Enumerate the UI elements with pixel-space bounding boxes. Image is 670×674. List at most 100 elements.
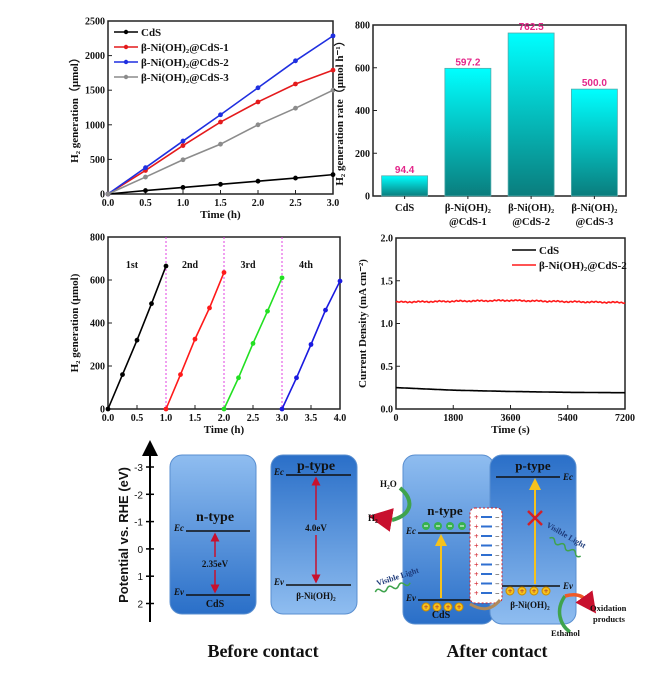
positive-charge: +	[474, 542, 479, 551]
y-axis-label: H₂ generation（μmol）	[68, 52, 81, 163]
cycle-3rd-point	[236, 375, 241, 381]
n-type-label-after: n-type	[427, 503, 463, 518]
legend-label: CdS	[539, 245, 559, 257]
y-axis-label: H₂ generation (μmol)	[69, 273, 81, 372]
series-ni-oh-cds-2-point	[218, 112, 223, 118]
oxidation-products-line1: Oxidation	[590, 603, 627, 613]
series-ni-oh-cds-2-point	[143, 165, 148, 171]
category-label: β-Ni(OH)₂	[445, 203, 491, 214]
category-label: @CdS-2	[512, 217, 550, 228]
legend-marker	[123, 74, 129, 80]
y-axis-label: H₂ generation rate（μmol h⁻¹）	[333, 35, 346, 185]
ethanol-label: Ethanol	[551, 628, 580, 638]
x-tick-label: 0.0	[102, 413, 115, 424]
svg-text:+: +	[457, 603, 462, 612]
potential-axis-label: Potential vs. RHE (eV)	[116, 467, 131, 603]
bar-value-label: 500.0	[582, 78, 607, 89]
cycle-4th-point	[308, 342, 314, 347]
y-tick-label: 0.0	[381, 405, 394, 416]
legend-label: β-Ni(OH)₂@CdS-2	[539, 260, 627, 272]
y-tick-label: 800	[355, 21, 370, 32]
x-tick-label: 1.0	[160, 413, 173, 424]
svg-text:+: +	[532, 587, 537, 596]
positive-charge: +	[474, 523, 479, 532]
cycle-3rd-point	[221, 406, 227, 412]
svg-text:+: +	[446, 603, 451, 612]
legend-label: CdS	[141, 27, 161, 39]
y-tick-label: 0	[100, 190, 105, 201]
x-axis-label: Time (s)	[491, 424, 530, 436]
series-ni-oh-cds-3-point	[180, 157, 186, 163]
legend-marker	[123, 44, 129, 50]
series-ni-oh-cds-1-point	[255, 99, 261, 105]
h2o-reduction-arrow	[391, 486, 412, 522]
hole-icon	[505, 586, 515, 596]
bar-ni-oh-cds-1	[444, 67, 492, 197]
series-ni-oh-cds-1-point	[330, 67, 336, 73]
potential-tick-label: -2	[134, 490, 143, 501]
potential-tick-label: 1	[137, 572, 143, 583]
svg-text:+: +	[544, 587, 549, 596]
positive-charge: +	[474, 580, 479, 589]
after-cds-ec-label: Ec	[405, 526, 416, 536]
legend-label: β-Ni(OH)₂@CdS-1	[141, 42, 229, 54]
potential-tick-label: -1	[134, 518, 143, 529]
category-label: @CdS-1	[449, 217, 487, 228]
category-label: CdS	[395, 203, 414, 214]
bar-ni-oh-cds-3	[570, 88, 618, 197]
series-cds-point	[143, 188, 148, 193]
x-tick-label: 3600	[501, 413, 521, 424]
series-ni-oh-cds-1-point	[293, 81, 298, 87]
series-ni-oh-cds-3-point	[218, 141, 223, 147]
negative-charge: −	[495, 561, 500, 570]
x-tick-label: 3.5	[305, 413, 318, 424]
y-tick-label: 400	[355, 106, 370, 117]
series-ni-oh-cds-2-point	[180, 138, 186, 144]
cycle-4th-point	[323, 307, 328, 313]
y-tick-label: 1000	[85, 120, 105, 131]
series-cds-point	[330, 172, 336, 178]
series-ni-oh-cds-3-point	[330, 87, 336, 93]
x-tick-label: 2.5	[289, 198, 302, 209]
series-ni-oh-cds-2-line	[395, 298, 626, 305]
x-tick-label: 2.5	[247, 413, 260, 424]
legend-marker	[123, 59, 129, 65]
negative-charge: −	[495, 570, 500, 579]
series-ni-oh-cds-1-line	[107, 69, 334, 195]
series-ni-oh-cds-3-point	[255, 122, 261, 128]
series-ni-oh-cds-2-point	[330, 33, 336, 39]
negative-charge: −	[495, 589, 500, 598]
after-ni-label: β-Ni(OH)₂	[510, 600, 550, 610]
y-tick-label: 0	[100, 405, 105, 416]
cds-label: CdS	[206, 599, 225, 610]
visible-light-wave-right	[549, 536, 581, 558]
bar-value-label: 762.5	[519, 22, 544, 33]
positive-charge: +	[474, 532, 479, 541]
svg-text:+: +	[520, 587, 525, 596]
oxidation-products-line2: products	[593, 614, 626, 624]
cycle-1st-point	[120, 372, 125, 377]
cycle-2nd-point	[178, 372, 183, 377]
series-ni-oh-cds-1-point	[218, 119, 223, 125]
x-tick-label: 5400	[558, 413, 578, 424]
potential-tick-label: 2	[137, 600, 143, 611]
cycle-2nd-point	[207, 305, 212, 311]
x-tick-label: 0.5	[131, 413, 144, 424]
cds-ev-label: Ev	[173, 587, 185, 597]
bar-ni-oh-cds-2	[507, 32, 555, 197]
y-tick-label: 0	[365, 192, 370, 203]
negative-charge: −	[495, 532, 500, 541]
negative-charge: −	[495, 580, 500, 589]
legend-label: β-Ni(OH)₂@CdS-2	[141, 57, 229, 69]
category-label: β-Ni(OH)₂	[571, 203, 617, 214]
chart-h2-generation-vs-time: 0 500 1000 1500 2000 2500 0.0 0.5 1.0 1.5 2.0 2.5 3.…	[68, 17, 339, 222]
bar-cds	[381, 175, 429, 197]
x-tick-label: 1800	[443, 413, 463, 424]
x-tick-label: 1.0	[177, 198, 190, 209]
x-tick-label: 0.5	[139, 198, 152, 209]
x-tick-label: 3.0	[276, 413, 289, 424]
cycle-1st-point	[149, 301, 154, 307]
positive-charge: +	[474, 570, 479, 579]
x-tick-label: 2.0	[252, 198, 265, 209]
